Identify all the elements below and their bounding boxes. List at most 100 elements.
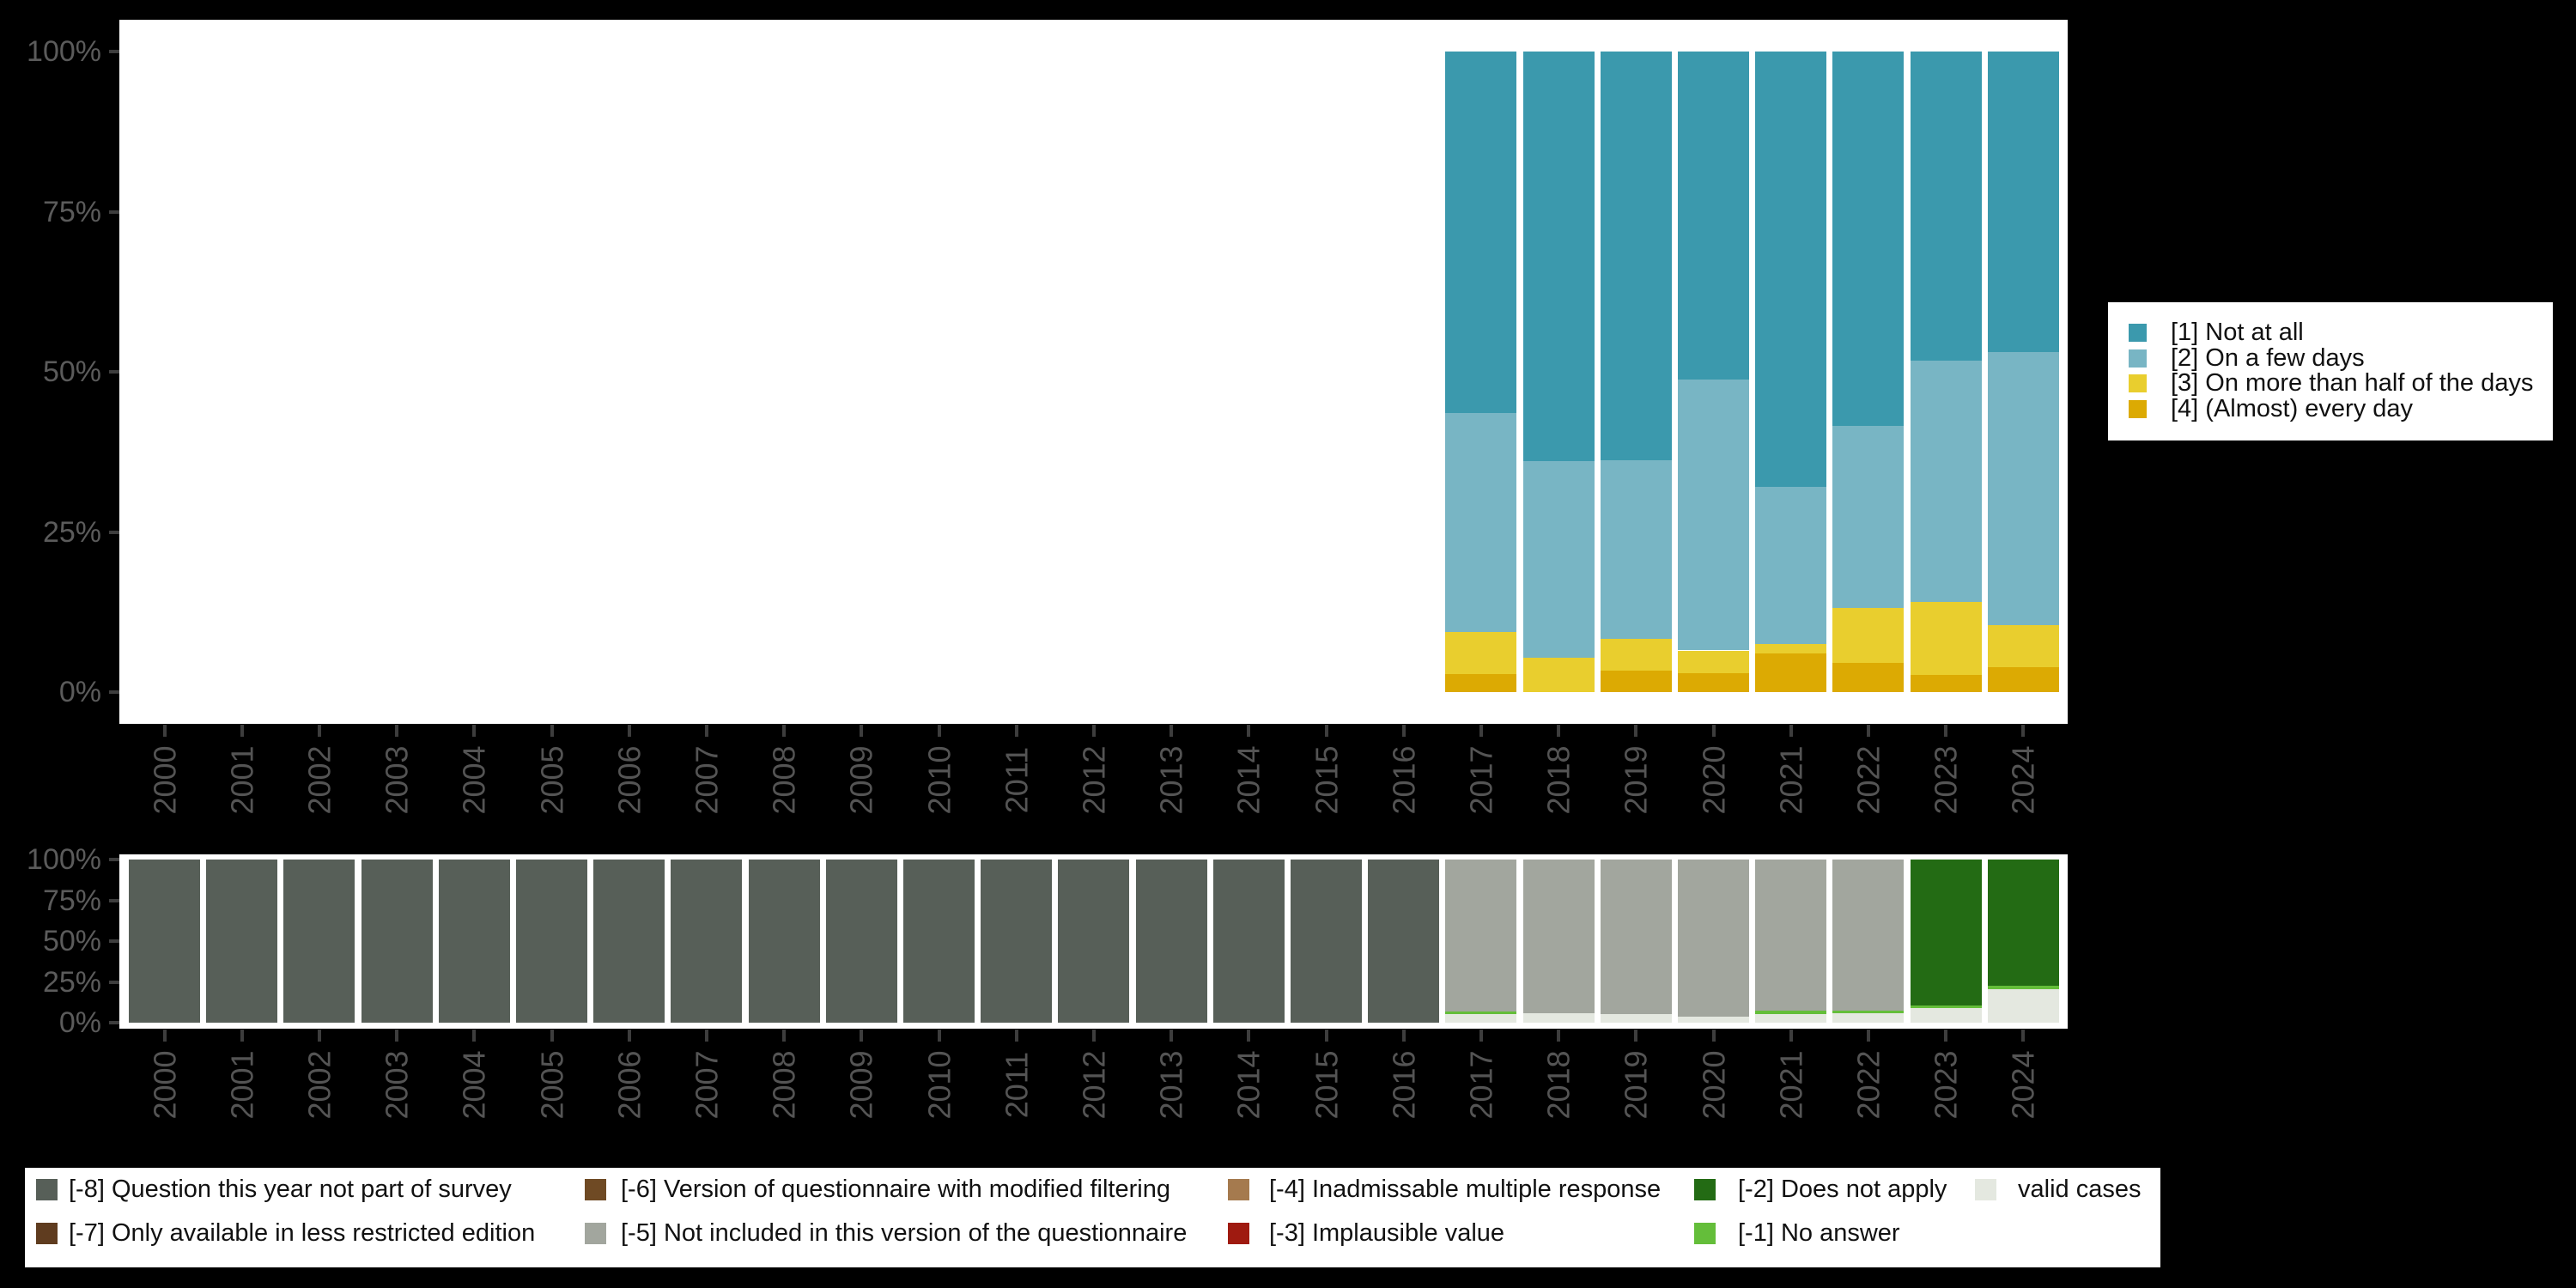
x-tick-label-2003: 2003 [379,1050,415,1120]
x-tick-label-2016: 2016 [1386,1050,1422,1120]
x-axis-tick [1789,1030,1793,1042]
x-tick-label-2017: 2017 [1463,1050,1499,1120]
x-axis-tick [1170,725,1174,737]
x-tick-label-2009: 2009 [843,745,879,815]
x-axis-tick [1247,725,1251,737]
x-tick-label-2010: 2010 [921,1050,957,1120]
x-tick-label-2013: 2013 [1153,745,1189,815]
x-tick-label-2020: 2020 [1696,745,1731,815]
x-tick-label-2008: 2008 [766,1050,802,1120]
x-tick-label-2023: 2023 [1928,1050,1964,1120]
legend-swatch [36,1223,58,1244]
bar-segment-2019 [1600,52,1672,460]
x-axis-tick [162,1030,167,1042]
bar-segment-2017 [1445,674,1517,692]
x-axis-tick [704,1030,708,1042]
legend-swatch [1228,1179,1249,1200]
x-tick-label-2003: 2003 [379,745,415,815]
x-axis-tick [1711,1030,1716,1042]
y-axis-tick [109,858,119,861]
x-axis-tick [472,725,477,737]
bar-segment-2022 [1832,426,1905,608]
legend-swatch [1694,1223,1716,1244]
x-tick-label-2006: 2006 [611,745,647,815]
x-axis-tick [1789,725,1793,737]
x-tick-label-2002: 2002 [301,745,337,815]
bar-segment-2007 [671,860,743,1023]
bar-segment-2021 [1755,487,1827,645]
x-axis-tick [550,1030,554,1042]
x-tick-label-2024: 2024 [2005,1050,2041,1120]
x-axis-tick [1944,1030,1948,1042]
bar-segment-2020 [1678,860,1749,1017]
bar-segment-2006 [593,860,665,1023]
x-tick-label-2013: 2013 [1153,1050,1189,1120]
legend-label: [4] (Almost) every day [2171,395,2414,423]
x-axis-tick [937,725,941,737]
y-tick-label: 75% [42,195,101,228]
x-axis-tick [395,725,399,737]
x-tick-label-2018: 2018 [1540,1050,1577,1120]
x-tick-label-2012: 2012 [1076,745,1112,815]
x-tick-label-2022: 2022 [1850,1050,1886,1120]
bar-segment-2011 [981,860,1053,1023]
legend-label: [-1] No answer [1738,1219,1900,1247]
x-tick-label-2022: 2022 [1850,745,1886,815]
x-axis-tick [240,1030,244,1042]
bar-segment-2024 [1987,625,2059,667]
y-tick-label: 100% [27,35,101,68]
legend-label: [-7] Only available in less restricted e… [69,1219,536,1247]
x-tick-label-2014: 2014 [1230,1050,1267,1120]
bar-segment-2024 [1987,666,2059,692]
x-axis-tick [1557,1030,1561,1042]
bar-segment-2019 [1600,1013,1672,1023]
bar-segment-2015 [1291,860,1362,1023]
x-tick-label-2005: 2005 [534,745,569,815]
y-axis-tick [109,530,119,534]
top-chart-panel [119,20,2068,724]
legend-swatch [585,1179,606,1200]
legend-label: [2] On a few days [2171,343,2365,372]
bar-segment-2023 [1910,601,1982,675]
x-axis-tick [627,1030,631,1042]
x-tick-label-2001: 2001 [224,745,260,815]
x-axis-tick [317,1030,321,1042]
x-tick-label-2010: 2010 [921,745,957,815]
bar-segment-2023 [1910,1005,1982,1009]
bar-segment-2023 [1910,1008,1982,1023]
bar-segment-2016 [1368,860,1440,1023]
x-axis-tick [1091,725,1096,737]
bar-segment-2018 [1522,52,1595,462]
x-tick-label-2015: 2015 [1309,1050,1344,1120]
x-axis-tick [1711,725,1716,737]
x-axis-tick [1944,725,1948,737]
y-axis-tick [109,898,119,902]
x-axis-tick [860,725,864,737]
legend-label: [-2] Does not apply [1738,1176,1947,1203]
bar-segment-2014 [1212,860,1285,1023]
x-tick-label-2018: 2018 [1540,745,1577,815]
legend-swatch [585,1223,606,1244]
legend-label: valid cases [2018,1176,2142,1203]
bar-segment-2003 [361,860,433,1023]
bar-segment-2022 [1832,52,1905,427]
bar-segment-2024 [1987,860,2059,987]
x-tick-label-2004: 2004 [456,1050,492,1120]
bar-segment-2021 [1755,1013,1827,1023]
x-axis-tick [1324,725,1328,737]
y-axis-tick [109,939,119,943]
x-tick-label-2011: 2011 [999,746,1035,814]
x-axis-tick [937,1030,941,1042]
bar-segment-2018 [1522,658,1595,692]
bar-segment-2024 [1987,351,2059,626]
x-axis-tick [1014,1030,1018,1042]
x-tick-label-2000: 2000 [147,1050,182,1120]
x-axis-tick [2021,725,2026,737]
x-tick-label-2016: 2016 [1386,745,1422,815]
bar-segment-2024 [1987,989,2059,1023]
x-axis-tick [1557,725,1561,737]
x-axis-tick [1401,725,1406,737]
x-tick-label-2014: 2014 [1230,745,1267,815]
bar-segment-2009 [825,860,897,1023]
